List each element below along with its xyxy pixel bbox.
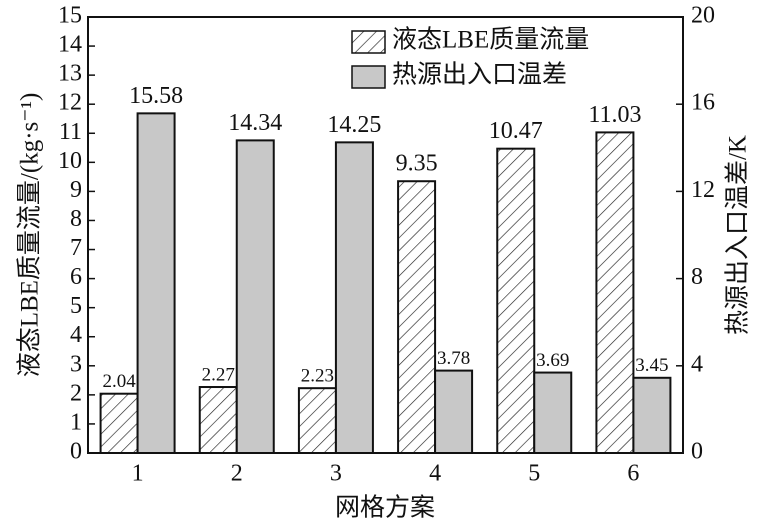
y2-tick-label: 12 xyxy=(691,177,715,203)
value-label: 2.04 xyxy=(102,371,136,392)
bar xyxy=(632,376,672,455)
value-label: 15.58 xyxy=(129,83,183,109)
bar xyxy=(297,387,337,454)
plot-frame xyxy=(87,16,684,454)
y2-axis-title: 热源出入口温差/K xyxy=(724,135,752,335)
bar xyxy=(198,386,238,455)
y-tick-label: 8 xyxy=(70,206,82,232)
bar xyxy=(334,141,374,454)
y2-tick-label: 8 xyxy=(691,264,703,290)
y-tick-label: 11 xyxy=(59,119,82,145)
bar xyxy=(136,112,176,455)
y-axis-title: 液态LBE质量流量/(kg·s⁻¹) xyxy=(16,93,44,378)
value-label: 9.35 xyxy=(396,151,438,177)
y-tick-label: 9 xyxy=(70,177,82,203)
legend-swatch xyxy=(351,65,386,89)
x-tick-label: 3 xyxy=(330,461,342,487)
y-tick-label: 12 xyxy=(58,90,82,116)
y-tick-label: 4 xyxy=(70,322,82,348)
value-label: 14.25 xyxy=(327,112,381,138)
x-tick-label: 5 xyxy=(528,461,540,487)
x-axis-title: 网格方案 xyxy=(335,494,435,522)
x-tick-label: 1 xyxy=(132,461,144,487)
value-label: 2.27 xyxy=(202,364,235,385)
x-tick-label: 4 xyxy=(429,461,441,487)
y2-tick-label: 0 xyxy=(691,439,703,465)
legend-swatch xyxy=(351,30,386,54)
y-tick-label: 1 xyxy=(70,409,82,435)
value-label: 11.03 xyxy=(588,102,641,128)
y-tick-label: 2 xyxy=(70,380,82,406)
bar xyxy=(99,392,139,455)
value-label: 10.47 xyxy=(489,118,543,144)
y-tick-label: 10 xyxy=(58,148,82,174)
x-tick-label: 2 xyxy=(231,461,243,487)
value-label: 2.23 xyxy=(301,366,334,387)
y-tick-label: 15 xyxy=(58,3,82,29)
y-tick-label: 14 xyxy=(58,32,82,58)
y-tick-label: 3 xyxy=(70,351,82,377)
bar xyxy=(235,139,275,454)
y2-tick-label: 20 xyxy=(691,3,715,29)
y-tick-label: 6 xyxy=(70,264,82,290)
y-tick-label: 0 xyxy=(70,439,82,465)
value-label: 3.45 xyxy=(635,355,668,376)
y2-tick-label: 4 xyxy=(691,351,703,377)
value-label: 3.78 xyxy=(437,348,470,369)
y-tick-label: 13 xyxy=(58,61,82,87)
bar xyxy=(496,147,536,454)
legend-label: 液态LBE质量流量 xyxy=(392,26,589,54)
y2-tick-label: 16 xyxy=(691,90,715,116)
x-tick-label: 6 xyxy=(627,461,639,487)
y-tick-label: 5 xyxy=(70,293,82,319)
bar xyxy=(533,371,573,455)
value-label: 3.69 xyxy=(536,350,569,371)
bar xyxy=(595,131,635,455)
bar xyxy=(397,180,437,455)
y-tick-label: 7 xyxy=(70,235,82,261)
value-label: 14.34 xyxy=(228,110,282,136)
legend-label: 热源出入口温差 xyxy=(392,61,567,89)
bar xyxy=(434,369,474,455)
